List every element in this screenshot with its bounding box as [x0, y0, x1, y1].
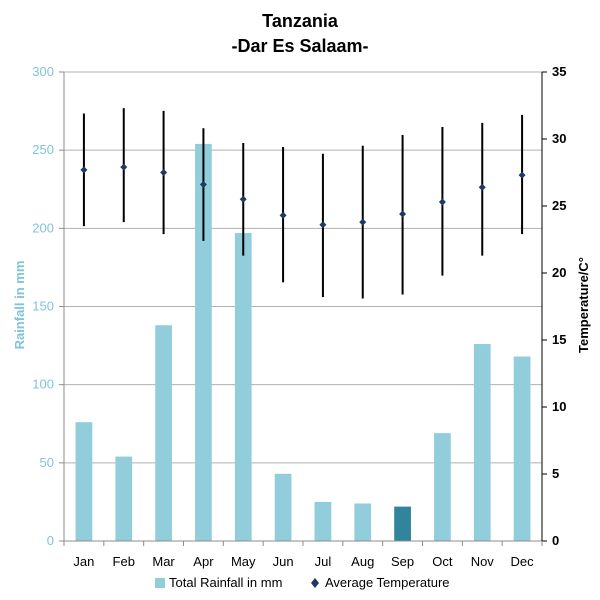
y-tick-label: 250: [32, 142, 54, 157]
legend-label-rainfall: Total Rainfall in mm: [169, 575, 282, 590]
rainfall-bar: [75, 422, 93, 541]
y-tick-label: 0: [47, 533, 54, 548]
x-tick-label: Dec: [511, 554, 535, 569]
x-tick-label: Jun: [273, 554, 294, 569]
x-tick-label: Apr: [193, 554, 214, 569]
gridlines: [64, 71, 542, 464]
temperature-point: [80, 166, 88, 174]
x-tick-label: Nov: [471, 554, 495, 569]
y2-tick-label: 5: [552, 466, 559, 481]
y-tick-label: 200: [32, 220, 54, 235]
x-tick-label: Oct: [432, 554, 453, 569]
rainfall-bar: [434, 433, 451, 541]
temperature-point: [359, 218, 367, 226]
temperature-point: [319, 221, 327, 229]
chart-subtitle: -Dar Es Salaam-: [231, 36, 368, 56]
rainfall-bar: [354, 503, 372, 541]
x-tick-label: Sep: [391, 554, 414, 569]
x-tick-label: Mar: [152, 554, 175, 569]
rainfall-bar: [394, 506, 411, 541]
legend-marker-temperature: [311, 578, 319, 588]
temperature-point: [120, 163, 128, 171]
tick-labels: 0 50 100 150 200 250 300 0 5 10 15 20 25 30 35 Jan Feb Ma…: [32, 64, 566, 569]
temperature-point: [399, 210, 407, 218]
rainfall-bar: [314, 501, 332, 541]
chart-title: Tanzania: [262, 11, 339, 31]
legend: Total Rainfall in mm Average Temperature: [155, 575, 450, 590]
y2-tick-label: 35: [552, 64, 566, 79]
x-tick-label: Jul: [315, 554, 332, 569]
temperature-point: [478, 183, 486, 191]
y-tick-label: 150: [32, 299, 54, 314]
temperature-point: [518, 171, 526, 179]
y2-tick-label: 30: [552, 131, 566, 146]
rainfall-bar: [115, 456, 133, 541]
rainfall-bar: [513, 356, 531, 541]
y2-tick-label: 0: [552, 533, 559, 548]
temperature-point: [199, 181, 207, 189]
y2-tick-label: 15: [552, 332, 566, 347]
y2-tick-label: 20: [552, 265, 566, 280]
temperature-point: [438, 198, 446, 206]
y2-axis-label: Temperature/C°: [576, 257, 591, 353]
x-tick-label: Feb: [113, 554, 135, 569]
rainfall-bar: [473, 344, 491, 541]
x-tick-label: Jan: [73, 554, 94, 569]
y2-tick-label: 10: [552, 399, 566, 414]
temperature-series: [80, 108, 526, 299]
x-tick-label: May: [231, 554, 256, 569]
temperature-point: [160, 169, 168, 176]
temperature-point: [239, 195, 247, 203]
y-axis-label: Rainfall in mm: [12, 261, 27, 350]
rainfall-bars: [75, 143, 531, 542]
rainfall-bar: [274, 473, 292, 541]
x-tick-label: Aug: [351, 554, 374, 569]
y2-tick-label: 25: [552, 198, 566, 213]
temperature-point: [279, 211, 287, 219]
rainfall-bar: [195, 143, 212, 541]
rainfall-bar: [234, 233, 252, 542]
y-tick-label: 300: [32, 64, 54, 79]
y-tick-label: 50: [40, 455, 54, 470]
legend-swatch-rainfall: [155, 578, 165, 588]
axes: [59, 71, 547, 546]
y-tick-label: 100: [32, 377, 54, 392]
legend-label-temperature: Average Temperature: [325, 575, 450, 590]
rainfall-bar: [155, 325, 172, 541]
